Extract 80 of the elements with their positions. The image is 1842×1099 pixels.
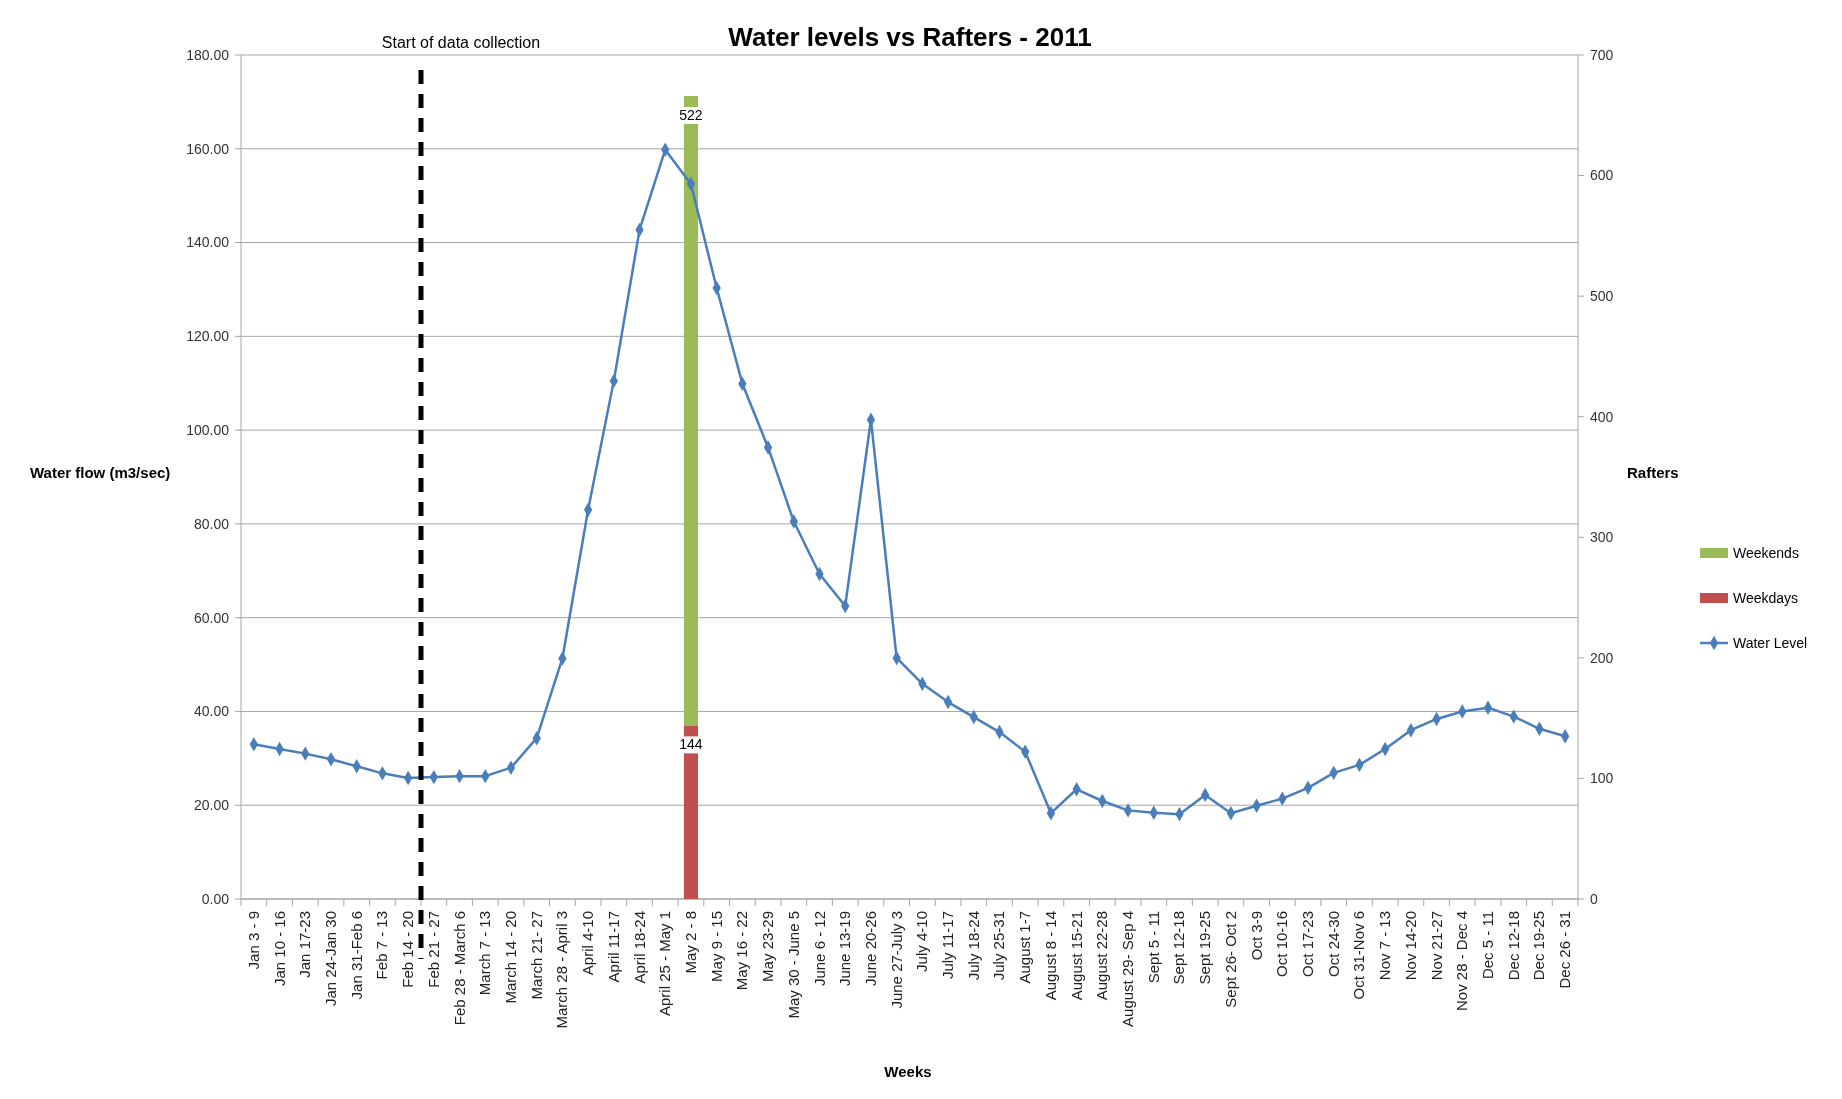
x-tick-label: July 4-10 (913, 911, 931, 972)
x-tick-label: Sept 26- Oct 2 (1221, 911, 1239, 1008)
y-tick-label: 140.00 (186, 234, 230, 251)
y2-tick-label: 700 (1590, 46, 1614, 63)
x-tick-label: Oct 24-30 (1324, 911, 1342, 977)
x-tick-label: April 25 - May 1 (656, 911, 674, 1017)
x-tick-label: Jan 24-Jan 30 (321, 911, 339, 1007)
x-tick-label: Feb 28 - March 6 (450, 911, 468, 1026)
y2-tick-label: 400 (1590, 408, 1614, 425)
x-tick-label: Dec 26 - 31 (1556, 911, 1574, 989)
x-tick-label: May 9 - 15 (707, 911, 725, 982)
y2-tick-label: 200 (1590, 649, 1614, 666)
x-tick-label: Nov 7 - 13 (1376, 911, 1394, 981)
y2-tick-label: 500 (1590, 288, 1614, 305)
x-tick-label: July 25-31 (990, 911, 1008, 981)
x-tick-label: Nov 21-27 (1427, 911, 1445, 981)
y-tick-label: 160.00 (186, 140, 230, 157)
y2-tick-label: 600 (1590, 167, 1614, 184)
x-tick-label: May 23-29 (759, 911, 777, 982)
x-tick-label: Oct 3-9 (1247, 911, 1265, 961)
x-tick-label: March 21- 27 (527, 911, 545, 1000)
x-tick-label: Dec 19-25 (1530, 911, 1548, 981)
x-tick-label: Oct 17-23 (1299, 911, 1317, 977)
x-tick-label: March 7 - 13 (476, 911, 494, 996)
x-tick-label: Sept 12-18 (1170, 911, 1188, 985)
x-tick-label: Dec 5 - 11 (1479, 911, 1497, 980)
legend-label: Weekends (1733, 544, 1799, 561)
x-tick-label: Feb 7 - 13 (373, 911, 391, 980)
x-tick-label: Sept 19-25 (1196, 911, 1214, 985)
x-tick-label: Oct 31-Nov 6 (1350, 911, 1368, 1000)
y-tick-label: 0.00 (201, 890, 230, 907)
x-tick-label: April 4-10 (579, 911, 597, 976)
x-tick-label: May 30 - June 5 (784, 911, 802, 1019)
x-tick-label: April 11-17 (604, 911, 622, 983)
x-tick-label: May 2 - 8 (681, 911, 699, 974)
x-tick-label: Dec 12-18 (1504, 911, 1522, 981)
y-tick-label: 80.00 (193, 515, 230, 532)
x-tick-label: June 20-26 (861, 911, 879, 987)
y-axis-title: Water flow (m3/sec) (30, 464, 171, 481)
x-tick-label: April 18-24 (630, 911, 648, 984)
x-tick-label: Oct 10-16 (1273, 911, 1291, 977)
x-tick-label: May 16 - 22 (733, 911, 751, 991)
y-tick-label: 120.00 (186, 328, 230, 345)
x-tick-label: Jan 10 - 16 (270, 911, 288, 987)
x-tick-label: March 14 - 20 (501, 911, 519, 1004)
legend-label: Water Level (1733, 634, 1808, 651)
ref-line-label: Start of data collection (381, 34, 541, 51)
y-tick-label: 180.00 (186, 46, 230, 63)
x-tick-label: August 29- Sep 4 (1119, 911, 1137, 1027)
y2-tick-label: 0 (1590, 890, 1598, 907)
y-tick-label: 20.00 (193, 797, 230, 814)
x-tick-label: August 1-7 (1016, 911, 1034, 984)
x-tick-label: Nov 28 - Dec 4 (1453, 911, 1471, 1012)
x-tick-label: Nov 14-20 (1401, 911, 1419, 981)
chart-title: Water levels vs Rafters - 2011 (728, 22, 1092, 52)
x-axis-title: Weeks (884, 1063, 932, 1080)
y2-axis-title: Rafters (1627, 464, 1679, 481)
x-tick-label: August 8 - 14 (1041, 911, 1059, 1001)
x-tick-label: June 6 - 12 (810, 911, 828, 987)
x-tick-label: Feb 21 - 27 (424, 911, 442, 988)
y2-tick-label: 300 (1590, 529, 1614, 546)
y-tick-label: 100.00 (186, 422, 230, 439)
y-tick-label: 60.00 (193, 609, 230, 626)
y2-tick-label: 100 (1590, 770, 1614, 787)
x-tick-label: March 28 - April 3 (553, 911, 571, 1029)
x-tick-label: July 11-17 (939, 911, 957, 980)
x-tick-label: Sept 5 - 11 (1144, 911, 1162, 984)
data-label: 144 (679, 736, 703, 753)
legend-label: Weekdays (1733, 589, 1799, 606)
x-tick-label: July 18-24 (964, 911, 982, 981)
x-tick-label: Jan 17-23 (296, 911, 314, 978)
x-tick-label: August 15-21 (1067, 911, 1085, 1001)
x-tick-label: June 27-July 3 (887, 911, 905, 1009)
y-tick-label: 40.00 (193, 703, 230, 720)
x-tick-label: Jan 31-Feb 6 (347, 911, 365, 1000)
x-tick-label: August 22-28 (1093, 911, 1111, 1001)
x-tick-label: Feb 14 - 20 (399, 911, 417, 988)
x-tick-label: Jan 3 - 9 (244, 911, 262, 970)
x-tick-label: June 13-19 (836, 911, 854, 987)
data-label: 522 (679, 106, 703, 123)
